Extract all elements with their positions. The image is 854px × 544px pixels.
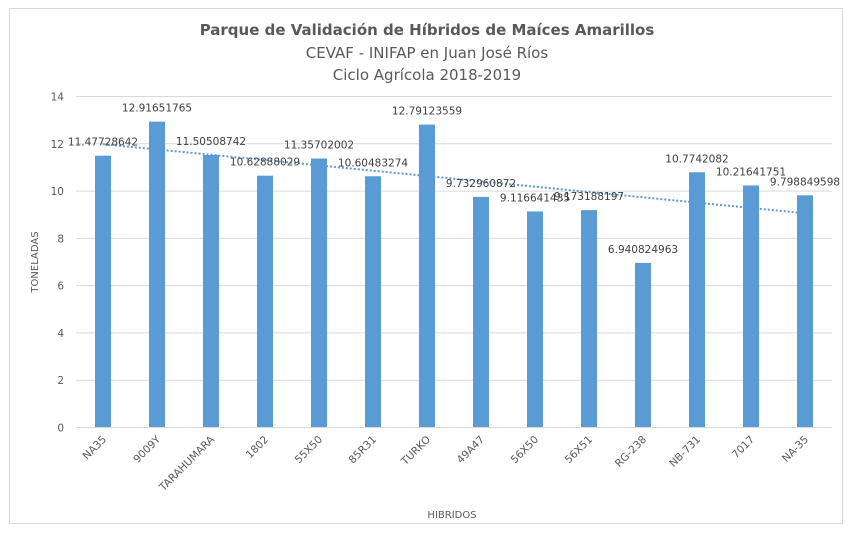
bar — [473, 196, 489, 427]
bar — [581, 210, 597, 427]
y-tick-label: 10 — [51, 186, 64, 198]
bar — [365, 176, 381, 427]
data-label: 9.732960872 — [446, 178, 516, 190]
trendline-layer — [102, 143, 806, 215]
x-tick-label: NA35 — [81, 434, 110, 463]
bar — [257, 175, 273, 427]
x-tick-label: 49A47 — [455, 434, 487, 466]
x-tick-label: TARAHUMARA — [157, 433, 218, 494]
y-axis-ticks: 0 2 4 6 8 10 12 14 — [51, 92, 65, 435]
data-label: 11.35702002 — [284, 139, 354, 151]
data-label: 9.798849598 — [770, 176, 840, 188]
bar — [95, 155, 111, 427]
x-tick-label: TURKO — [398, 434, 433, 469]
chart-subtitle-2: Ciclo Agrícola 2018-2019 — [333, 66, 521, 84]
bars — [95, 121, 813, 428]
x-tick-label: NB-731 — [667, 434, 703, 470]
y-tick-label: 0 — [57, 423, 64, 435]
y-tick-label: 2 — [57, 375, 64, 387]
bar — [797, 195, 813, 427]
data-label: 10.7742082 — [665, 153, 728, 165]
x-tick-label: 9009Y — [131, 433, 163, 465]
bar — [689, 172, 705, 427]
data-label: 6.940824963 — [608, 244, 678, 256]
data-label: 9.173188197 — [554, 191, 624, 203]
data-label: 11.50508742 — [176, 136, 246, 148]
y-axis-title: TONELADAS — [30, 231, 41, 293]
data-label: 9.116641435 — [500, 192, 570, 204]
data-label: 12.79123559 — [392, 106, 462, 118]
y-tick-label: 6 — [57, 281, 64, 293]
bar — [635, 262, 651, 427]
bar — [527, 211, 543, 427]
y-tick-label: 14 — [51, 92, 65, 104]
trendline — [102, 143, 806, 215]
bar — [419, 124, 435, 427]
bar — [203, 154, 219, 427]
x-tick-label: 7017 — [730, 434, 757, 461]
chart-title: Parque de Validación de Híbridos de Maíc… — [200, 21, 655, 39]
data-label: 10.21641751 — [716, 166, 786, 178]
y-tick-label: 4 — [57, 328, 64, 340]
data-label: 10.60483274 — [338, 157, 408, 169]
x-tick-label: 1802 — [244, 434, 271, 461]
data-label: 11.47728642 — [68, 137, 138, 149]
data-labels: 11.47728642 12.91651765 11.50508742 10.6288… — [68, 103, 840, 256]
bar — [743, 185, 759, 427]
x-tick-label: 56X50 — [509, 434, 541, 466]
y-tick-label: 8 — [57, 233, 64, 245]
bar — [149, 121, 165, 428]
bar — [311, 158, 327, 427]
data-label: 12.91651765 — [122, 103, 192, 115]
x-axis-title: HIBRIDOS — [427, 510, 476, 521]
x-tick-label: 55X50 — [293, 434, 325, 466]
chart-subtitle-1: CEVAF - INIFAP en Juan José Ríos — [306, 44, 549, 62]
x-tick-label: 85R31 — [347, 434, 380, 467]
y-tick-label: 12 — [51, 139, 64, 151]
data-label: 10.62888029 — [230, 157, 300, 169]
x-tick-label: NA-35 — [780, 434, 811, 465]
x-tick-label: 56X51 — [563, 434, 595, 466]
gridlines — [76, 96, 832, 428]
x-tick-label: RG-238 — [613, 434, 649, 470]
